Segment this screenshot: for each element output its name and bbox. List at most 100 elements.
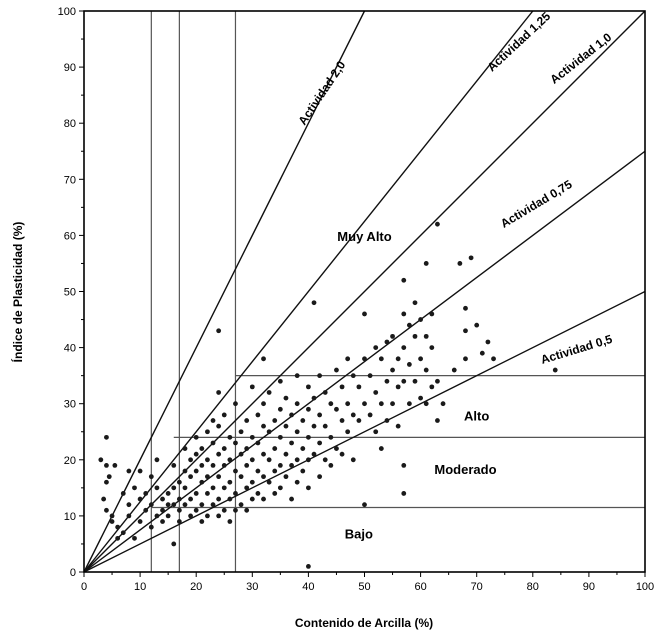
data-point (176, 496, 182, 502)
data-point (233, 401, 238, 407)
data-point (199, 502, 205, 508)
data-point (277, 485, 283, 491)
data-point (205, 513, 210, 519)
zone-label: Bajo (345, 526, 373, 541)
data-point (182, 502, 188, 508)
activity-line (83, 290, 646, 573)
activity-line-label: Actividad 1,25 (485, 9, 554, 74)
data-point (261, 496, 266, 502)
data-point (294, 457, 300, 463)
x-tick-label: 90 (583, 581, 595, 593)
data-point (221, 412, 227, 418)
data-point (423, 333, 429, 339)
data-point (171, 541, 177, 547)
data-point (227, 434, 233, 440)
data-point (401, 491, 407, 496)
data-point (154, 485, 160, 491)
data-point (317, 440, 323, 446)
data-point (205, 457, 210, 463)
data-point (238, 474, 244, 480)
data-point (266, 479, 272, 485)
data-point (289, 463, 294, 468)
data-point (193, 468, 199, 474)
data-points (98, 221, 558, 569)
data-point (311, 451, 317, 457)
data-point (306, 434, 311, 440)
data-point (435, 418, 440, 423)
data-point (109, 519, 115, 524)
data-point (216, 496, 222, 502)
data-point (221, 485, 227, 491)
data-point (435, 221, 440, 227)
data-point (423, 401, 429, 407)
data-point (395, 423, 401, 429)
data-point (171, 463, 177, 468)
data-point (322, 423, 328, 429)
data-point (193, 491, 199, 496)
data-point (244, 446, 250, 451)
data-point (356, 418, 362, 423)
reference-lines (83, 10, 646, 573)
data-point (552, 367, 558, 373)
data-point (350, 373, 356, 379)
data-point (106, 474, 112, 480)
data-point (115, 524, 121, 530)
data-point (345, 401, 351, 407)
y-axis-title: Índice de Plasticidad (%) (10, 222, 25, 363)
data-point (362, 401, 367, 407)
data-point (423, 261, 429, 266)
data-point (244, 507, 250, 513)
data-point (132, 535, 137, 541)
x-tick-label: 20 (190, 581, 202, 593)
data-point (210, 502, 216, 508)
data-point (322, 457, 328, 463)
y-tick-label: 60 (64, 230, 76, 242)
data-point (221, 463, 227, 468)
activity-line-label: Actividad 0,75 (498, 177, 575, 231)
activity-line (83, 10, 366, 573)
data-point (283, 474, 289, 480)
data-point (199, 519, 205, 524)
data-point (406, 401, 412, 407)
data-point (112, 463, 118, 468)
data-point (205, 491, 210, 496)
data-point (165, 513, 171, 519)
data-point (216, 474, 222, 480)
data-point (401, 345, 407, 350)
data-point (216, 328, 222, 334)
x-tick-label: 50 (358, 581, 370, 593)
data-point (367, 373, 373, 379)
data-point (491, 356, 496, 362)
y-tick-label: 10 (64, 511, 76, 523)
data-point (395, 356, 401, 362)
data-point (255, 468, 261, 474)
data-point (126, 468, 132, 474)
zone-label: Alto (464, 409, 489, 424)
data-point (143, 507, 149, 513)
data-point (350, 412, 356, 418)
data-point (317, 373, 323, 379)
data-point (334, 367, 339, 373)
data-point (345, 429, 351, 435)
data-point (412, 378, 418, 384)
y-tick-label: 100 (58, 6, 76, 18)
data-point (210, 463, 216, 468)
data-point (244, 463, 250, 468)
data-point (216, 390, 222, 395)
data-point (289, 440, 294, 446)
data-point (205, 474, 210, 480)
data-point (294, 401, 300, 407)
data-point (311, 423, 317, 429)
data-point (261, 451, 266, 457)
data-point (205, 429, 210, 435)
data-point (238, 429, 244, 435)
data-point (154, 513, 160, 519)
data-point (277, 406, 283, 412)
data-point (154, 457, 160, 463)
data-point (406, 362, 412, 367)
data-point (463, 356, 468, 362)
data-point (463, 305, 468, 311)
data-point (176, 507, 182, 513)
data-point (362, 311, 367, 317)
x-tick-label: 40 (302, 581, 314, 593)
